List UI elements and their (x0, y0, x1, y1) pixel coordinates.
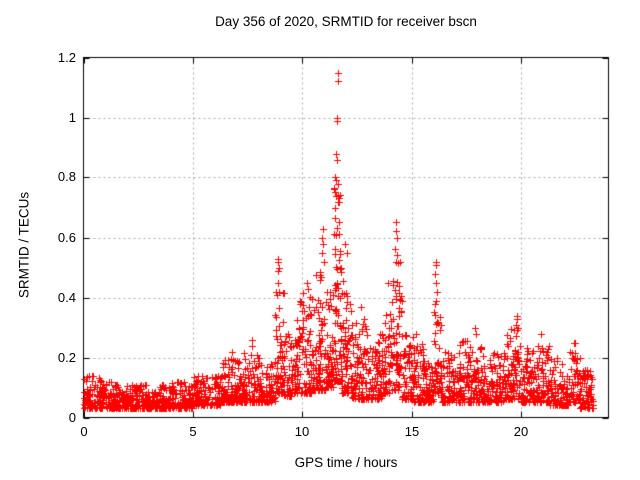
x-tick-label: 20 (513, 424, 529, 439)
x-tick-label: 0 (80, 424, 88, 439)
y-tick-label: 0.8 (57, 169, 76, 184)
y-axis-label: SRMTID / TECUs (16, 191, 32, 299)
y-tick-label: 1 (68, 110, 76, 125)
chart-title: Day 356 of 2020, SRMTID for receiver bsc… (215, 14, 477, 29)
y-tick-label: 0.4 (57, 290, 76, 305)
y-tick-label: 0 (68, 410, 76, 425)
x-tick-label: 15 (404, 424, 420, 439)
x-tick-label: 5 (189, 424, 197, 439)
y-tick-label: 0.2 (57, 350, 76, 365)
y-tick-label: 1.2 (57, 50, 76, 65)
x-tick-label: 10 (294, 424, 310, 439)
y-tick-label: 0.6 (57, 230, 76, 245)
x-axis-label: GPS time / hours (294, 455, 398, 470)
